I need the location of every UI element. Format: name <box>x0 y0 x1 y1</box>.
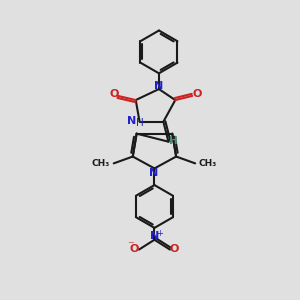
Text: ⁻: ⁻ <box>127 239 134 252</box>
Text: N: N <box>127 116 136 126</box>
Text: H: H <box>169 136 178 146</box>
Text: O: O <box>109 89 119 99</box>
Text: O: O <box>130 244 139 254</box>
Text: N: N <box>149 168 158 178</box>
Text: N: N <box>150 231 160 241</box>
Text: CH₃: CH₃ <box>199 160 217 169</box>
Text: O: O <box>192 89 202 99</box>
Text: CH₃: CH₃ <box>92 160 110 169</box>
Text: O: O <box>170 244 179 254</box>
Text: H: H <box>136 118 144 128</box>
Text: +: + <box>156 229 163 238</box>
Text: N: N <box>154 80 164 91</box>
